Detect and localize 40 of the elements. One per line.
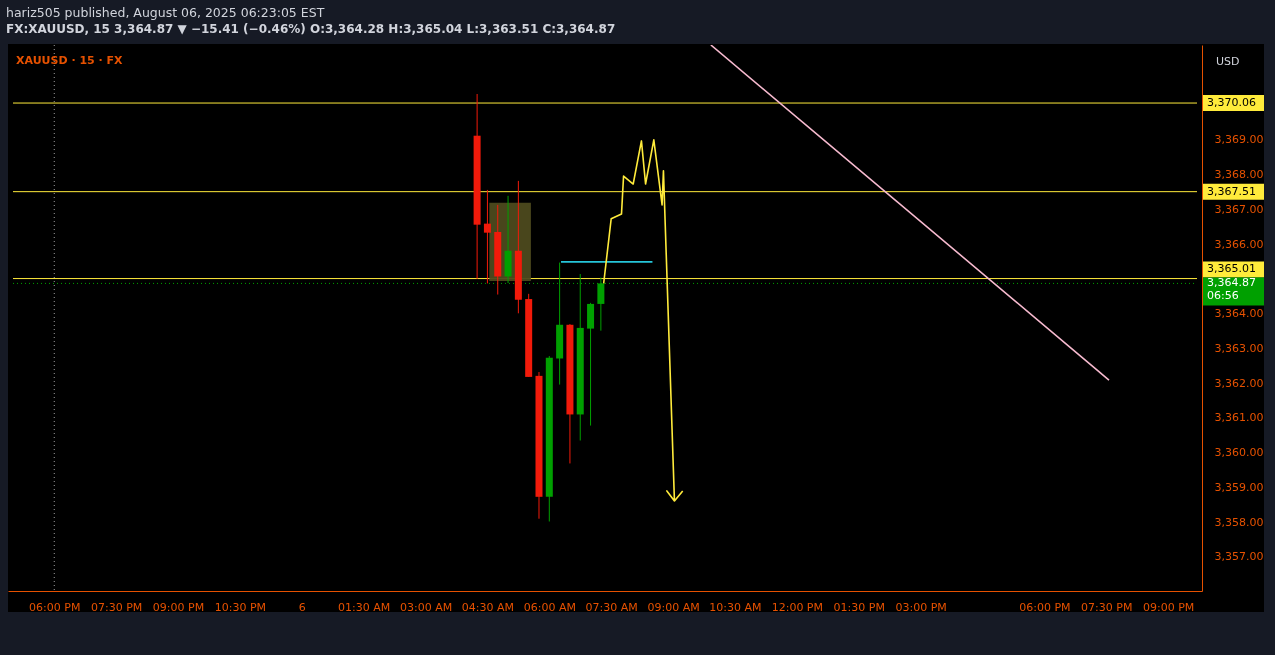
x-tick-label: 09:00 AM	[647, 600, 700, 614]
x-tick-label: 06:00 PM	[29, 600, 81, 614]
x-tick-label: 04:30 AM	[461, 600, 515, 614]
ref-line-label: 3,367.51	[1207, 184, 1256, 198]
y-tick-label: 3,360.00	[1214, 446, 1264, 460]
x-tick-label: 12:00 PM	[771, 600, 823, 614]
y-tick-label: 3,361.00	[1214, 411, 1264, 425]
x-tick-label: 03:00 PM	[895, 600, 947, 614]
x-tick-label: 03:00 AM	[399, 600, 453, 614]
y-tick-label: 3,369.00	[1214, 133, 1264, 147]
x-tick-label: 07:30 AM	[585, 600, 638, 614]
candlestick	[483, 189, 491, 284]
text: 06:56	[1207, 289, 1239, 303]
x-tick-label: 01:30 AM	[338, 600, 391, 614]
chart-title: FX:XAUUSD, 15 3,364.87 ▼ −15.41 (−0.46%) O:3,364.28 H:3,365.04 L:3,363.51 C:3,364.87	[6, 21, 617, 38]
x-tick-label: 07:30 PM	[1081, 600, 1133, 614]
y-tick-label: 3,368.00	[1214, 168, 1264, 182]
x-tick-label: 06:00 AM	[523, 600, 576, 614]
x-tick-label: 01:30 PM	[833, 600, 885, 614]
ref-line-label: 3,365.01	[1207, 262, 1256, 276]
y-tick-label: 3,357.00	[1214, 550, 1264, 564]
x-tick-label: 10:30 AM	[709, 600, 762, 614]
y-tick-label: 3,364.00	[1214, 307, 1264, 321]
y-tick-label: 3,358.00	[1214, 515, 1264, 529]
annotation: XAUUSD · 15 · FX	[16, 54, 124, 67]
y-tick-label: 3,367.00	[1214, 202, 1264, 216]
ref-line-label: 3,364.87	[1207, 276, 1256, 290]
ref-line-label: 3,370.06	[1207, 96, 1256, 110]
x-tick-label: 06:00 PM	[1019, 600, 1071, 614]
text: USD	[1216, 55, 1240, 68]
x-tick-label: 10:30 PM	[214, 600, 267, 614]
x-tick-label: 09:00 PM	[1142, 600, 1195, 614]
y-tick-label: 3,359.00	[1214, 480, 1264, 494]
y-tick-label: 3,366.00	[1214, 237, 1264, 251]
x-tick-label: 6	[298, 600, 306, 614]
y-tick-label: 3,362.00	[1214, 376, 1264, 390]
x-tick-label: 09:00 PM	[152, 600, 205, 614]
x-tick-label: 07:30 PM	[90, 600, 143, 614]
y-tick-label: 3,363.00	[1214, 341, 1264, 355]
chart-subtitle: hariz505 published, August 06, 2025 06:23:05 EST	[6, 4, 326, 21]
